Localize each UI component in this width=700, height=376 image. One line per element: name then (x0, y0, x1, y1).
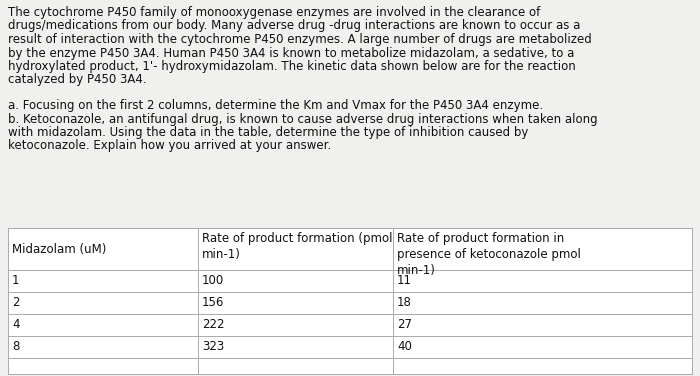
Text: by the enzyme P450 3A4. Human P450 3A4 is known to metabolize midazolam, a sedat: by the enzyme P450 3A4. Human P450 3A4 i… (8, 47, 575, 59)
Text: 222: 222 (202, 318, 225, 332)
Text: 100: 100 (202, 274, 224, 288)
Bar (8, 228, 692, 374)
Text: ketoconazole. Explain how you arrived at your answer.: ketoconazole. Explain how you arrived at… (8, 139, 331, 153)
Text: hydroxylated product, 1'- hydroxymidazolam. The kinetic data shown below are for: hydroxylated product, 1'- hydroxymidazol… (8, 60, 575, 73)
Text: b. Ketoconazole, an antifungal drug, is known to cause adverse drug interactions: b. Ketoconazole, an antifungal drug, is … (8, 112, 598, 126)
Text: 40: 40 (397, 341, 412, 353)
Text: 2: 2 (12, 297, 20, 309)
Text: Midazolam (uM): Midazolam (uM) (12, 243, 106, 256)
Text: 323: 323 (202, 341, 224, 353)
Text: a. Focusing on the first 2 columns, determine the Km and Vmax for the P450 3A4 e: a. Focusing on the first 2 columns, dete… (8, 99, 543, 112)
Text: 18: 18 (397, 297, 412, 309)
Text: Rate of product formation in
presence of ketoconazole pmol
min-1): Rate of product formation in presence of… (397, 232, 581, 277)
Text: 1: 1 (12, 274, 20, 288)
Text: The cytochrome P450 family of monooxygenase enzymes are involved in the clearanc: The cytochrome P450 family of monooxygen… (8, 6, 540, 19)
Text: catalyzed by P450 3A4.: catalyzed by P450 3A4. (8, 73, 146, 86)
Text: with midazolam. Using the data in the table, determine the type of inhibition ca: with midazolam. Using the data in the ta… (8, 126, 528, 139)
Text: 156: 156 (202, 297, 225, 309)
Text: 4: 4 (12, 318, 20, 332)
Text: 11: 11 (397, 274, 412, 288)
Text: Rate of product formation (pmol
min-1): Rate of product formation (pmol min-1) (202, 232, 393, 261)
Text: result of interaction with the cytochrome P450 enzymes. A large number of drugs : result of interaction with the cytochrom… (8, 33, 592, 46)
Text: 27: 27 (397, 318, 412, 332)
Text: drugs/medications from our body. Many adverse drug -drug interactions are known : drugs/medications from our body. Many ad… (8, 20, 580, 32)
Text: 8: 8 (12, 341, 20, 353)
